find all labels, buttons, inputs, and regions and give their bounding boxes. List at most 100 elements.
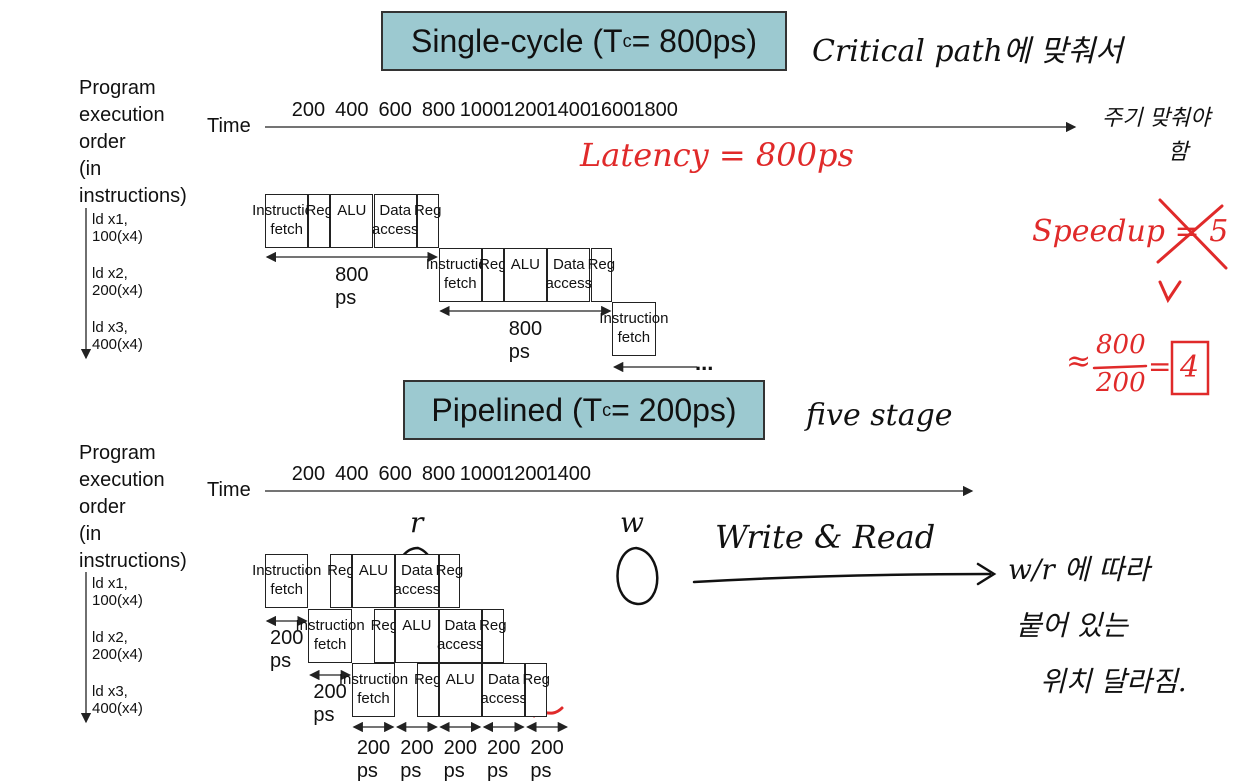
time-tick-label: 1800 (633, 99, 678, 121)
time-tick-label: 600 (378, 463, 412, 485)
stage-box: Reg (479, 609, 507, 663)
stage-box: Reg (414, 663, 442, 717)
duration-label: 200 ps (530, 737, 564, 782)
duration-label: 200 ps (400, 737, 434, 782)
hw-cycle-note: 주기 맞춰야 (1102, 106, 1211, 131)
hw-arrow-head (976, 562, 997, 586)
time-label: Time (207, 115, 251, 137)
title-part: = 800ps) (631, 22, 758, 59)
hw-latency: Latency = 800ps (580, 136, 854, 174)
time-tick-label: 200 (291, 99, 326, 121)
time-tick-label: 1200 (503, 463, 548, 485)
stage-box: ALU (351, 554, 396, 608)
hw-critical-path: Critical path에 맞춰서 (812, 34, 1123, 69)
time-tick-label: 1400 (546, 99, 592, 121)
ellipsis: ... (695, 350, 714, 375)
stage-box: Reg (305, 194, 333, 248)
hw-arrow-line (692, 572, 992, 584)
stage-box: Reg (479, 248, 507, 302)
hw-w-mark: w (620, 506, 644, 539)
order-label-line: Program (79, 77, 156, 99)
order-label-line: execution (79, 469, 165, 491)
time-tick-label: 800 (421, 463, 456, 485)
hw-r-mark: r (410, 506, 424, 539)
pipelined-title: Pipelined (T c = 200ps) (403, 380, 765, 440)
hw-wr-note: 위치 달라짐. (1040, 665, 1187, 698)
time-tick-label: 1000 (459, 99, 505, 121)
order-label-line: (in instructions) (79, 158, 187, 207)
duration-label: 800 ps (508, 318, 543, 363)
time-tick-label: 600 (378, 99, 412, 121)
title-part: c (622, 30, 632, 51)
duration-label: 200 ps (356, 737, 391, 782)
hw-speedup-strike (1156, 198, 1228, 270)
duration-label: 200 ps (487, 737, 521, 782)
stage-box: Data access (437, 609, 484, 663)
stage-box: Reg (327, 554, 355, 608)
stage-box: Instruction fetch (295, 609, 365, 663)
title-part: Pipelined (T (431, 391, 603, 428)
hw-w-circle (616, 546, 659, 606)
duration-label: 200 ps (270, 627, 304, 672)
single-cycle-title: Single-cycle (T c = 800ps) (381, 11, 787, 71)
stage-box: Instruction fetch (599, 302, 668, 356)
stage-box: Reg (436, 554, 463, 608)
order-label-line: order (79, 131, 126, 153)
stage-box: ALU (438, 663, 482, 717)
stage-box: Instruction fetch (252, 554, 321, 608)
duration-label: 200 ps (443, 737, 477, 782)
title-part: Single-cycle (T (410, 22, 623, 59)
stage-box: ALU (395, 609, 439, 663)
instruction-label: ld x1, 100(x4) (92, 575, 143, 609)
instruction-label: ld x2, 200(x4) (92, 265, 143, 299)
instruction-label: ld x2, 200(x4) (92, 629, 143, 663)
order-label-line: Program (79, 442, 156, 464)
stage-box: Instruction fetch (252, 194, 321, 248)
time-tick-label: 800 (421, 99, 456, 121)
hw-approx: ≈ (1066, 344, 1092, 379)
time-tick-label: 1000 (459, 463, 505, 485)
stage-box: Reg (414, 194, 442, 248)
title-part: = 200ps) (611, 391, 737, 428)
instruction-label: ld x1, 100(x4) (92, 211, 143, 245)
stage-box: ALU (503, 248, 548, 302)
stage-box: Reg (588, 248, 615, 302)
stage-box: ALU (330, 194, 374, 248)
order-label-line: (in instructions) (79, 523, 187, 572)
stage-box: Data access (480, 663, 527, 717)
time-tick-label: 1400 (546, 463, 592, 485)
time-tick-label: 400 (335, 463, 369, 485)
stage-box: Data access (394, 554, 440, 608)
time-tick-label: 1600 (589, 99, 635, 121)
hw-result: 4 (1180, 350, 1200, 385)
time-tick-label: 200 (291, 463, 326, 485)
hw-cycle-note: 함 (1168, 140, 1189, 165)
instruction-label: ld x3, 400(x4) (92, 319, 143, 353)
title-part: c (602, 399, 612, 420)
stage-box: Data access (545, 248, 592, 302)
stage-box: Instruction fetch (426, 248, 495, 302)
hw-equals: = (1148, 350, 1172, 383)
order-label-line: execution (79, 104, 165, 126)
hw-result-box (1170, 340, 1210, 396)
stage-box: Reg (522, 663, 550, 717)
time-tick-label: 400 (335, 99, 369, 121)
hw-wr-note: 붙어 있는 (1016, 609, 1128, 642)
hw-fraction-num: 800 (1096, 330, 1146, 360)
hw-write-read: Write & Read (715, 518, 936, 556)
stage-box: Instruction fetch (339, 663, 408, 717)
hw-speedup: Speedup = 5 (1032, 214, 1229, 249)
hw-five-stage: five stage (806, 398, 953, 433)
order-label-line: order (79, 496, 126, 518)
stage-box: Reg (371, 609, 398, 663)
duration-label: 200 ps (313, 681, 347, 726)
stage-box: Data access (372, 194, 419, 248)
time-label: Time (207, 479, 251, 501)
time-tick-label: 1200 (503, 99, 548, 121)
hw-fraction-bar (1092, 364, 1148, 370)
instruction-label: ld x3, 400(x4) (92, 683, 143, 717)
duration-label: 800 ps (335, 264, 369, 309)
hw-check-mark (1158, 280, 1182, 304)
hw-fraction-den: 200 (1096, 368, 1146, 398)
hw-wr-note: w/r 에 따라 (1008, 553, 1150, 586)
